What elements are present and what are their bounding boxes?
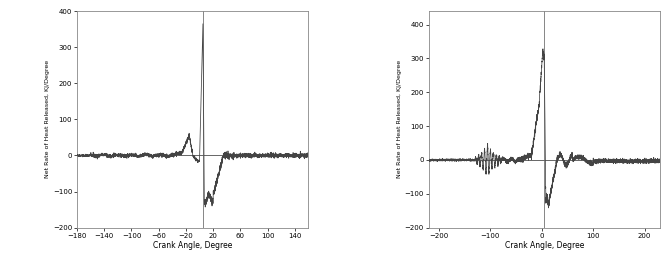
X-axis label: Crank Angle, Degree: Crank Angle, Degree [153, 241, 232, 250]
Y-axis label: Net Rate of Heat Released, KJ/Degree: Net Rate of Heat Released, KJ/Degree [45, 60, 50, 178]
Y-axis label: Net Rate of Heat Released, KJ/Degree: Net Rate of Heat Released, KJ/Degree [397, 60, 401, 178]
X-axis label: Crank Angle, Degree: Crank Angle, Degree [505, 241, 584, 250]
